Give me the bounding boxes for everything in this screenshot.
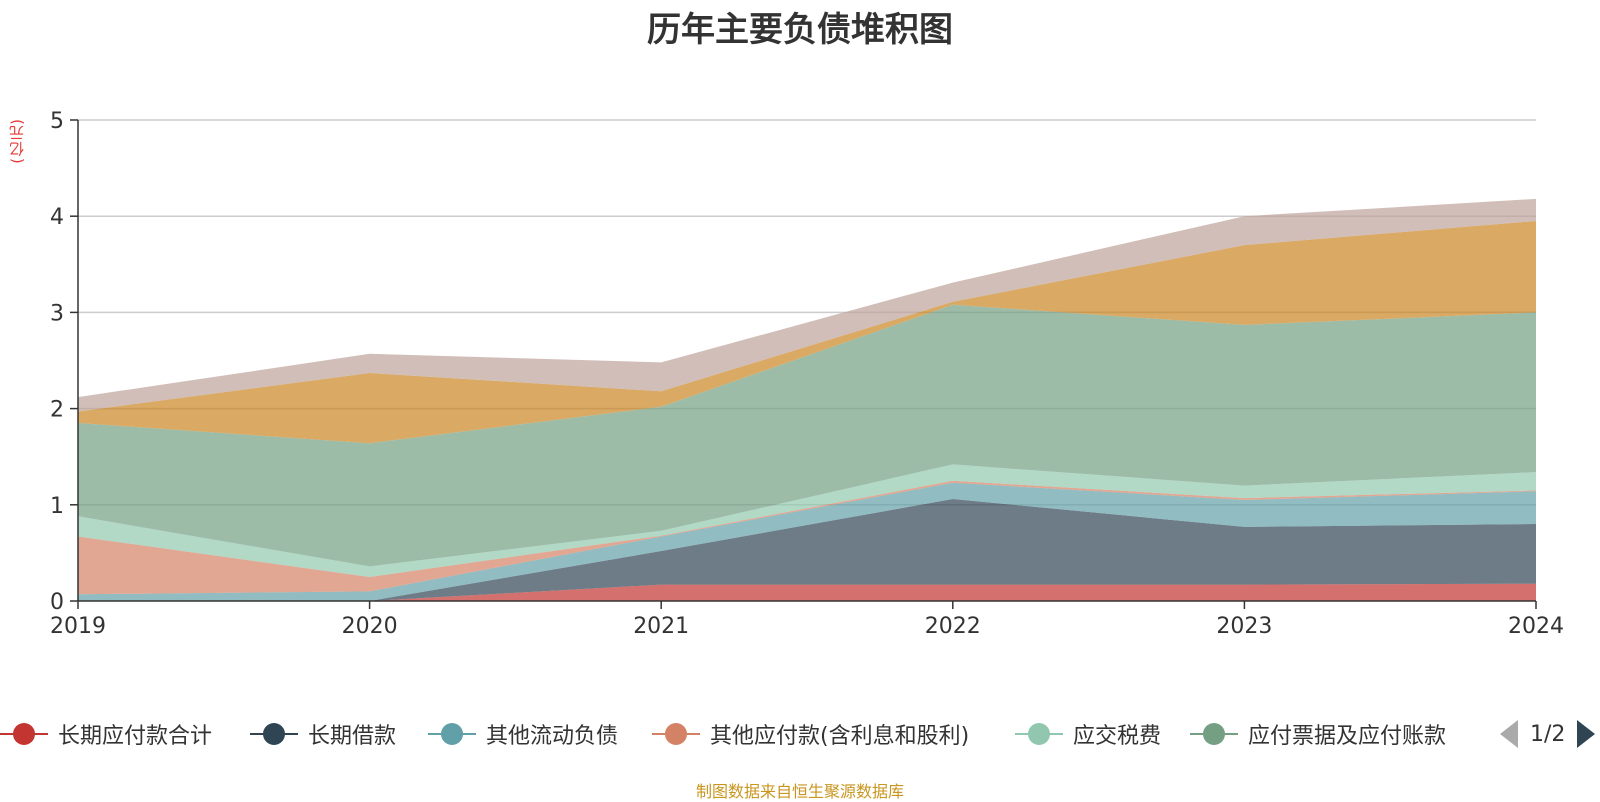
- area-series-1: [78, 499, 1536, 601]
- legend-page-indicator: 1/2: [1530, 721, 1566, 747]
- legend-item[interactable]: 长期借款: [250, 712, 396, 756]
- legend-marker-icon: [1015, 721, 1063, 747]
- y-axis-unit-label: (亿元): [8, 118, 26, 164]
- legend-item[interactable]: 长期应付款合计: [0, 712, 212, 756]
- x-tick-label: 2019: [50, 614, 106, 639]
- area-series-5: [78, 304, 1536, 567]
- chart-canvas: 0 1 2 3 4 5 2019 2020 2021 2022 2023 2024: [50, 109, 1564, 639]
- legend-label: 长期应付款合计: [58, 724, 213, 749]
- axes: 0 1 2 3 4 5 2019 2020 2021 2022 2023 2024: [50, 109, 1564, 639]
- y-tick-label: 4: [50, 205, 64, 230]
- legend-item[interactable]: 应交税费: [1015, 712, 1161, 756]
- legend-label: 长期借款: [308, 724, 397, 749]
- legend: 长期应付款合计 长期借款 其他流动负债 其他应付款(含利息和股利) 应交税费 应付票据及应…: [0, 712, 1600, 756]
- legend-label: 应交税费: [1073, 724, 1162, 749]
- area-series-6: [78, 221, 1536, 444]
- area-series-0: [78, 583, 1536, 601]
- legend-marker-icon: [652, 721, 700, 747]
- area-series-4: [78, 464, 1536, 577]
- area-series-2: [78, 482, 1536, 601]
- x-tick-label: 2024: [1508, 614, 1564, 639]
- legend-prev-page-icon[interactable]: [1500, 720, 1518, 748]
- chart-title: 历年主要负债堆积图: [647, 10, 953, 50]
- area-series-7: [78, 198, 1536, 412]
- x-tick-label: 2023: [1216, 614, 1272, 639]
- x-tick-label: 2021: [633, 614, 689, 639]
- y-tick-label: 3: [50, 301, 64, 326]
- legend-label: 其他流动负债: [486, 724, 619, 749]
- legend-item[interactable]: 其他应付款(含利息和股利): [652, 712, 969, 756]
- area-series-3: [78, 480, 1536, 595]
- legend-label: 其他应付款(含利息和股利): [710, 724, 970, 749]
- legend-marker-icon: [250, 721, 298, 747]
- legend-pager: 1/2: [1500, 712, 1596, 756]
- legend-item[interactable]: 其他流动负债: [428, 712, 618, 756]
- legend-label: 应付票据及应付账款: [1248, 724, 1447, 749]
- data-source-note: 制图数据来自恒生聚源数据库: [695, 782, 904, 801]
- x-tick-label: 2020: [342, 614, 398, 639]
- legend-marker-icon: [1190, 721, 1238, 747]
- y-tick-label: 2: [50, 398, 64, 423]
- legend-marker-icon: [0, 721, 48, 747]
- y-tick-label: 0: [50, 590, 64, 615]
- y-tick-label: 1: [50, 494, 64, 519]
- legend-marker-icon: [428, 721, 476, 747]
- legend-next-page-icon[interactable]: [1577, 720, 1596, 748]
- y-tick-label: 5: [50, 109, 64, 134]
- legend-item[interactable]: 应付票据及应付账款: [1190, 712, 1446, 756]
- x-tick-label: 2022: [925, 614, 981, 639]
- stacked-areas: [78, 198, 1536, 601]
